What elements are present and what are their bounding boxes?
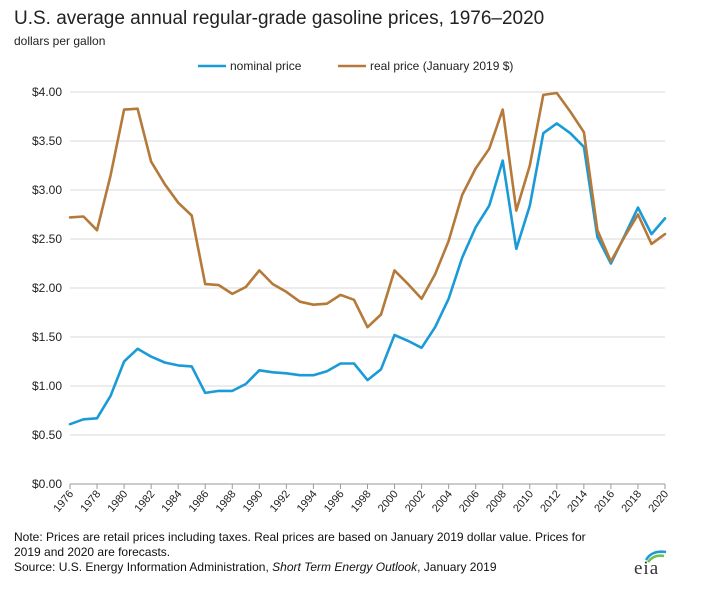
x-tick-label: 2006 [457, 488, 482, 514]
eia-logo-mark-icon [644, 550, 667, 563]
eia-logo-text: eia [634, 558, 660, 579]
x-tick-label: 1976 [51, 488, 76, 514]
y-tick-label: $4.00 [32, 85, 62, 99]
x-tick-label: 1990 [241, 488, 266, 514]
eia-logo: eia [632, 548, 682, 588]
series-lines [68, 91, 667, 426]
source-suffix: , January 2019 [417, 560, 497, 574]
x-tick-label: 1986 [187, 488, 212, 514]
notes-block: Note: Prices are retail prices including… [14, 530, 614, 575]
y-axis-unit-label: dollars per gallon [14, 34, 106, 48]
x-tick-label: 2008 [484, 488, 509, 514]
x-tick-label: 1996 [322, 488, 347, 514]
y-tick-label: $3.50 [32, 134, 62, 148]
y-tick-label: $3.00 [32, 183, 62, 197]
x-tick-label: 2016 [592, 488, 617, 514]
source-line: Source: U.S. Energy Information Administ… [14, 560, 614, 575]
x-tick-label: 1978 [78, 488, 103, 514]
x-tick-label: 1980 [105, 488, 130, 514]
x-axis-ticks: 1976 1978 1980 1982 1984 1986 1988 1990 1992 1994… [51, 484, 671, 515]
x-tick-label: 2012 [538, 488, 563, 514]
x-tick-label: 1988 [214, 488, 239, 514]
chart-title: U.S. average annual regular-grade gasoli… [14, 8, 545, 29]
y-tick-label: $0.00 [32, 477, 62, 491]
x-tick-label: 1984 [160, 488, 185, 514]
x-tick-label: 2010 [511, 488, 536, 514]
line-chart: nominal price real price (January 2019 $)… [32, 59, 671, 515]
x-tick-label: 2020 [646, 488, 671, 514]
x-tick-label: 1982 [133, 488, 158, 514]
y-tick-label: $0.50 [32, 428, 62, 442]
note-text: Note: Prices are retail prices including… [14, 530, 586, 559]
legend: nominal price real price (January 2019 $) [198, 59, 513, 73]
y-tick-label: $2.00 [32, 281, 62, 295]
real-price-line [68, 91, 667, 329]
source-title: Short Term Energy Outlook [272, 560, 418, 574]
y-tick-label: $1.50 [32, 330, 62, 344]
legend-label-nominal: nominal price [230, 59, 302, 73]
legend-label-real: real price (January 2019 $) [370, 59, 513, 73]
nominal-price-line [68, 122, 667, 426]
x-tick-label: 2002 [403, 488, 428, 514]
x-tick-label: 1992 [268, 488, 293, 514]
x-tick-label: 1998 [349, 488, 374, 514]
y-axis-ticks: $0.00 $0.50 $1.00 $1.50 $2.00 $2.50 $3.00 $3.50… [32, 85, 62, 491]
y-tick-label: $1.00 [32, 379, 62, 393]
x-tick-label: 2018 [619, 488, 644, 514]
gridlines [70, 91, 665, 485]
x-tick-label: 2000 [376, 488, 401, 514]
x-tick-label: 2004 [430, 488, 455, 514]
x-tick-label: 1994 [295, 488, 320, 514]
y-tick-label: $2.50 [32, 232, 62, 246]
x-tick-label: 2014 [565, 488, 590, 514]
source-prefix: Source: U.S. Energy Information Administ… [14, 560, 269, 574]
